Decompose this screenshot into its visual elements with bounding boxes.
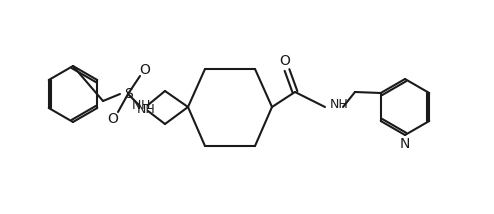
Text: S: S	[124, 87, 132, 101]
Text: NH: NH	[330, 98, 349, 110]
Text: O: O	[108, 112, 119, 126]
Text: O: O	[280, 54, 290, 68]
Text: N: N	[400, 137, 410, 151]
Text: H: H	[140, 98, 150, 111]
Text: O: O	[140, 63, 151, 77]
Text: NH: NH	[137, 103, 156, 116]
Text: N: N	[131, 98, 141, 111]
